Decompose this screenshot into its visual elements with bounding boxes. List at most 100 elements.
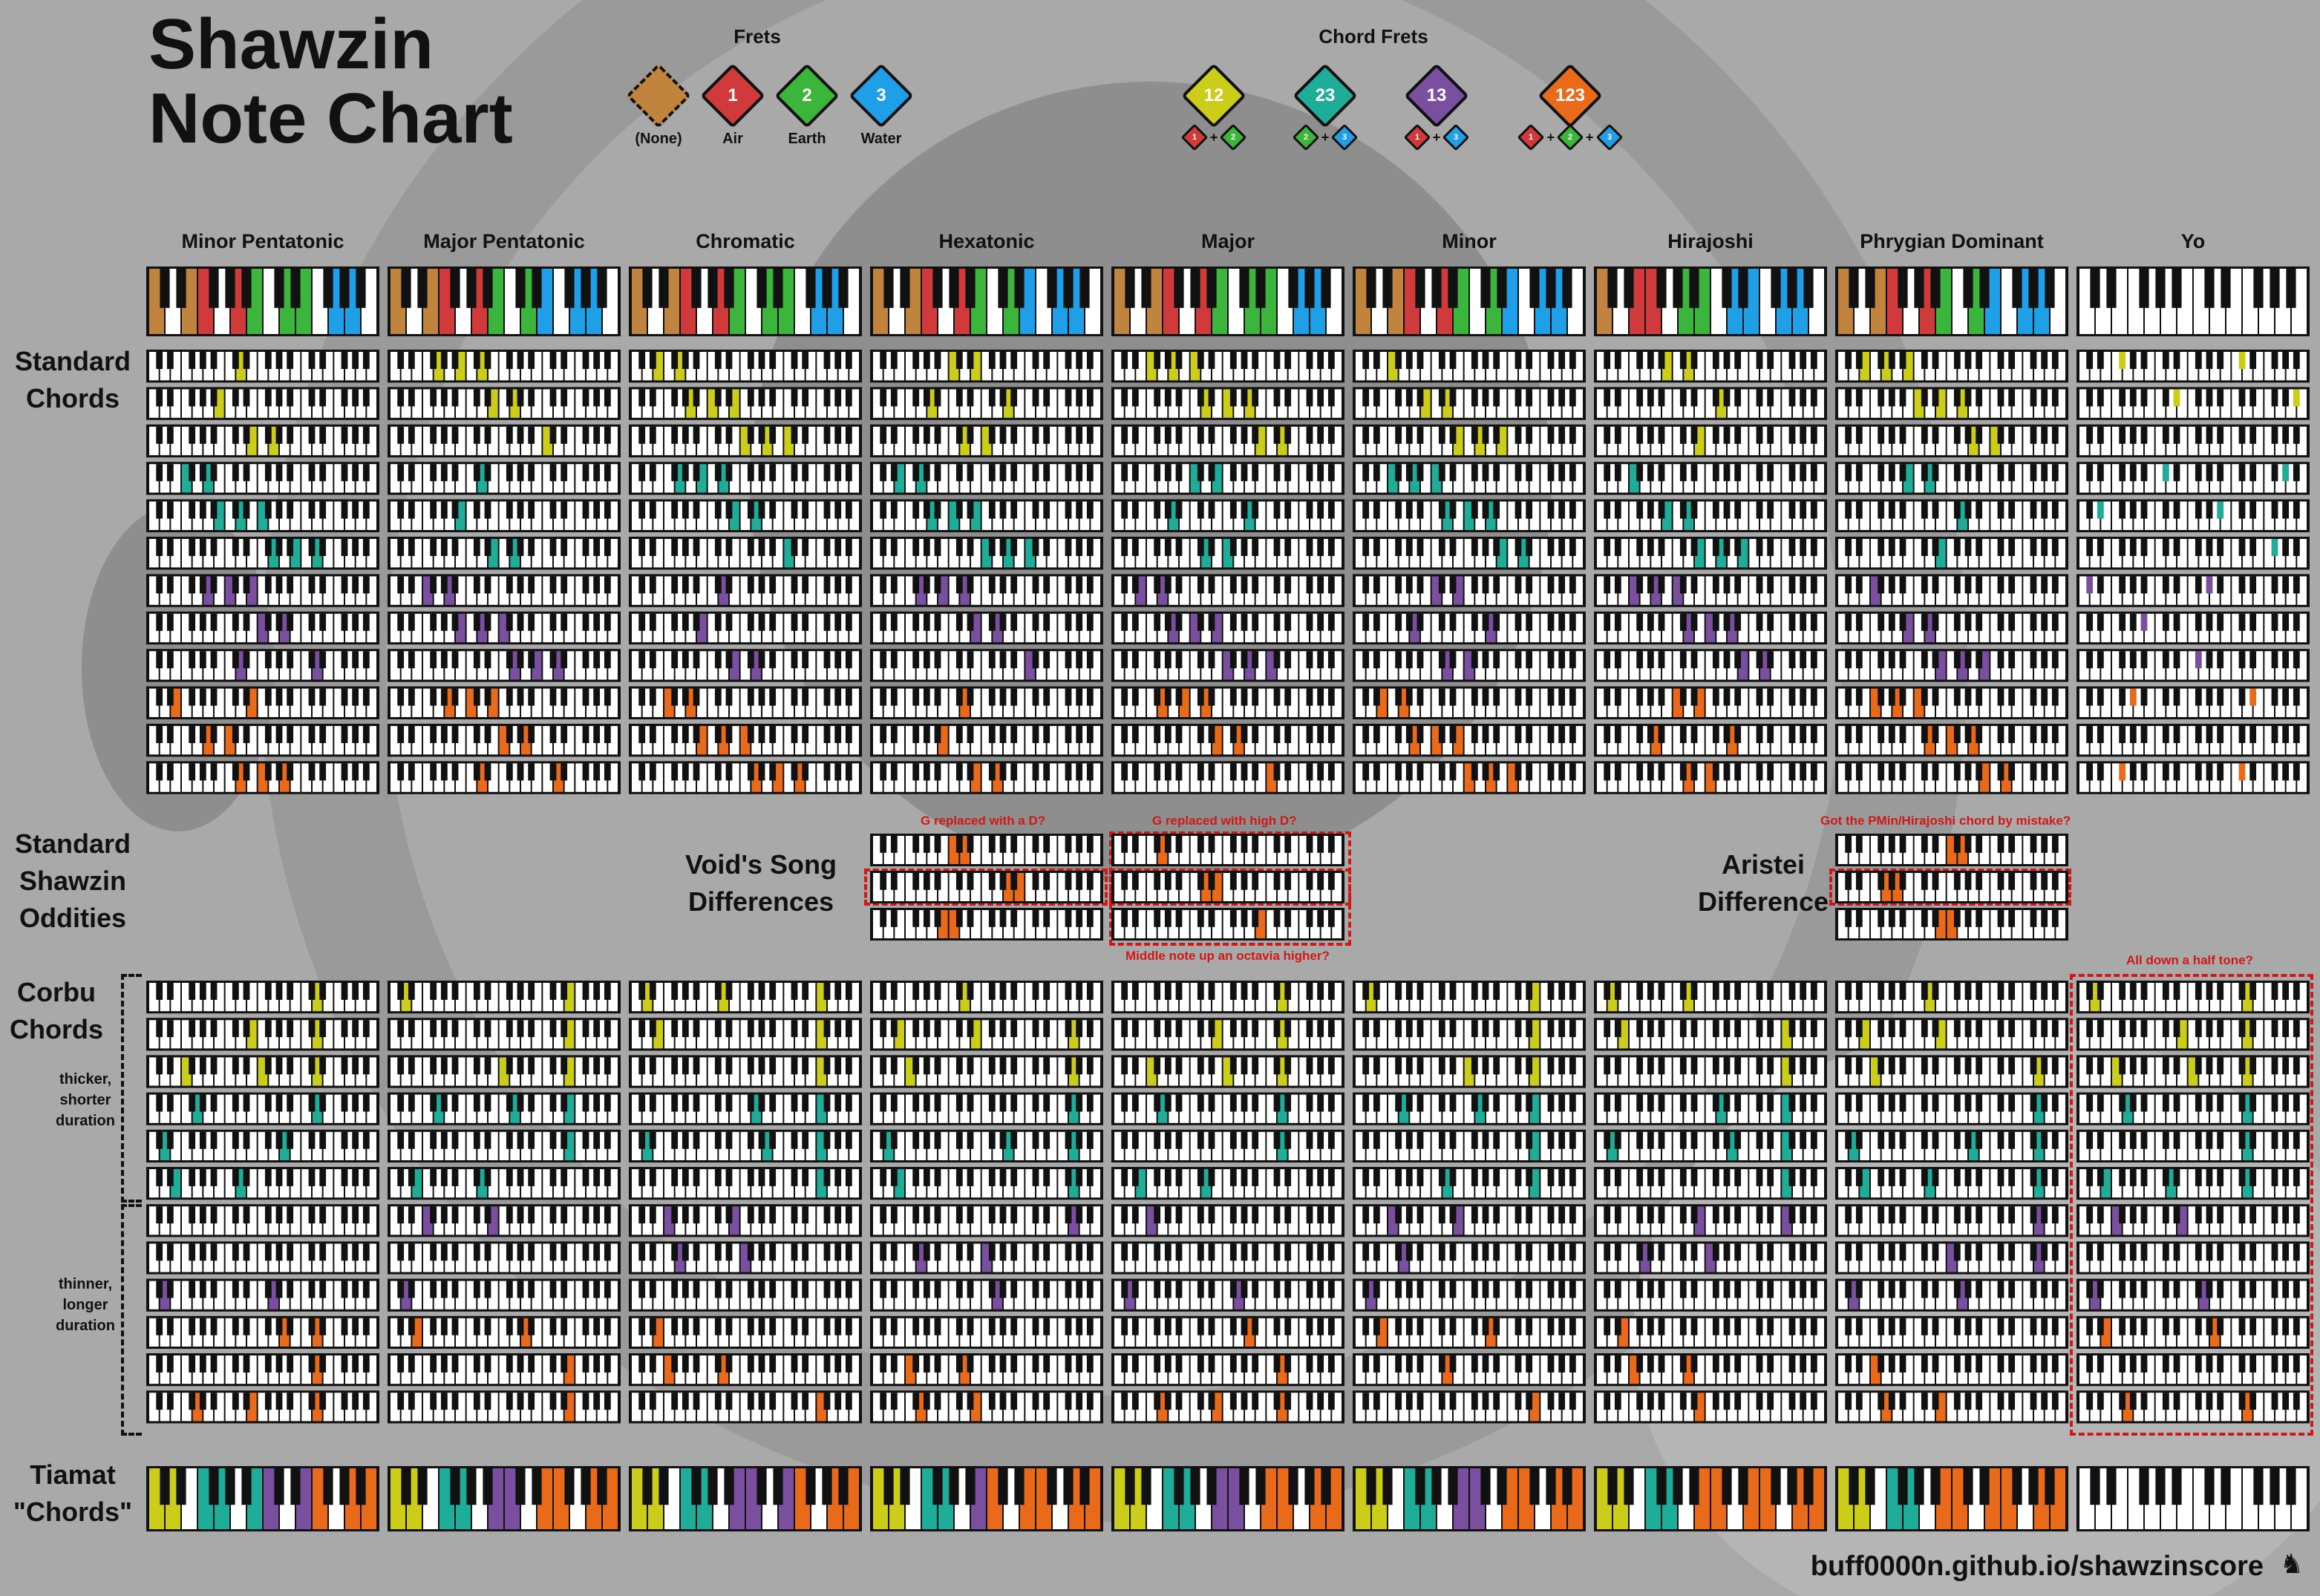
black-key bbox=[1734, 352, 1742, 370]
black-key bbox=[232, 763, 239, 781]
black-key bbox=[440, 389, 448, 407]
black-key bbox=[2119, 352, 2126, 370]
black-key bbox=[967, 501, 974, 519]
black-key bbox=[834, 651, 842, 669]
black-key bbox=[1032, 873, 1039, 890]
black-key bbox=[967, 613, 974, 631]
black-key bbox=[1306, 688, 1313, 706]
black-key bbox=[1154, 539, 1161, 557]
black-key bbox=[1076, 613, 1083, 631]
black-key bbox=[440, 983, 448, 1000]
black-key bbox=[264, 464, 272, 482]
corbu-thin-bracket bbox=[121, 1204, 142, 1436]
black-key bbox=[1514, 539, 1522, 557]
black-key bbox=[1855, 763, 1863, 781]
keyboard bbox=[2076, 499, 2310, 532]
black-key bbox=[880, 576, 887, 594]
black-key bbox=[955, 873, 963, 890]
black-key bbox=[1273, 688, 1281, 706]
black-key bbox=[1121, 426, 1128, 444]
black-key bbox=[1010, 983, 1018, 1000]
black-key bbox=[2206, 651, 2213, 669]
black-key bbox=[1131, 576, 1139, 594]
black-key bbox=[1607, 269, 1618, 308]
black-key bbox=[845, 501, 852, 519]
black-key bbox=[1362, 576, 1370, 594]
black-key bbox=[912, 352, 920, 370]
black-key bbox=[2045, 269, 2055, 308]
black-key bbox=[2217, 726, 2224, 744]
black-key bbox=[1480, 269, 1491, 308]
black-key bbox=[561, 539, 568, 557]
black-key bbox=[2271, 576, 2278, 594]
chord-fret-legend-item: 123 1 +2 +3 bbox=[1514, 62, 1626, 151]
black-key bbox=[2293, 352, 2300, 370]
black-key bbox=[758, 352, 765, 370]
black-key bbox=[1953, 836, 1961, 853]
black-key bbox=[1756, 613, 1763, 631]
black-key bbox=[156, 464, 163, 482]
black-key bbox=[2249, 426, 2257, 444]
black-key bbox=[1131, 873, 1139, 890]
black-key bbox=[693, 651, 700, 669]
black-key bbox=[988, 836, 996, 853]
black-key bbox=[528, 983, 535, 1000]
black-key bbox=[1032, 352, 1039, 370]
keyboard bbox=[388, 981, 621, 1014]
keyboard bbox=[1111, 424, 1344, 458]
black-key bbox=[2249, 352, 2257, 370]
black-key bbox=[1306, 910, 1313, 927]
black-key bbox=[1252, 688, 1259, 706]
black-key bbox=[2008, 576, 2016, 594]
black-key bbox=[802, 983, 809, 1000]
black-key bbox=[2282, 352, 2290, 370]
black-key bbox=[1197, 651, 1204, 669]
black-key bbox=[1065, 352, 1072, 370]
black-key bbox=[923, 426, 930, 444]
keyboard bbox=[146, 424, 379, 458]
black-key bbox=[473, 389, 480, 407]
black-key bbox=[264, 688, 272, 706]
black-key bbox=[2140, 576, 2148, 594]
keyboard bbox=[388, 499, 621, 532]
black-key bbox=[1679, 613, 1687, 631]
black-key bbox=[682, 613, 689, 631]
black-key bbox=[308, 688, 316, 706]
black-key bbox=[1810, 726, 1817, 744]
black-key bbox=[549, 389, 557, 407]
black-key bbox=[890, 910, 898, 927]
black-key bbox=[2008, 613, 2016, 631]
black-key bbox=[1043, 763, 1050, 781]
black-key bbox=[1121, 688, 1128, 706]
black-key bbox=[880, 763, 887, 781]
black-key bbox=[1614, 726, 1621, 744]
black-key bbox=[473, 352, 480, 370]
black-key bbox=[2173, 651, 2180, 669]
black-key bbox=[1471, 464, 1478, 482]
black-key bbox=[1208, 576, 1215, 594]
black-key bbox=[484, 539, 491, 557]
black-key bbox=[232, 576, 239, 594]
black-key bbox=[1767, 763, 1774, 781]
black-key bbox=[1845, 688, 1852, 706]
black-key bbox=[517, 763, 524, 781]
black-key bbox=[2282, 501, 2290, 519]
black-key bbox=[1229, 651, 1237, 669]
black-key bbox=[1362, 389, 1370, 407]
black-key bbox=[1208, 464, 1215, 482]
black-key bbox=[1888, 836, 1895, 853]
black-key bbox=[999, 539, 1007, 557]
black-key bbox=[232, 426, 239, 444]
black-key bbox=[1273, 389, 1281, 407]
black-key bbox=[1788, 576, 1796, 594]
black-key bbox=[883, 269, 894, 308]
black-key bbox=[1131, 688, 1139, 706]
black-key bbox=[189, 651, 196, 669]
black-key bbox=[923, 910, 930, 927]
black-key bbox=[1131, 836, 1139, 853]
black-key bbox=[199, 464, 206, 482]
black-key bbox=[708, 269, 718, 308]
black-key bbox=[1032, 613, 1039, 631]
black-key bbox=[1284, 426, 1292, 444]
black-key bbox=[1788, 426, 1796, 444]
